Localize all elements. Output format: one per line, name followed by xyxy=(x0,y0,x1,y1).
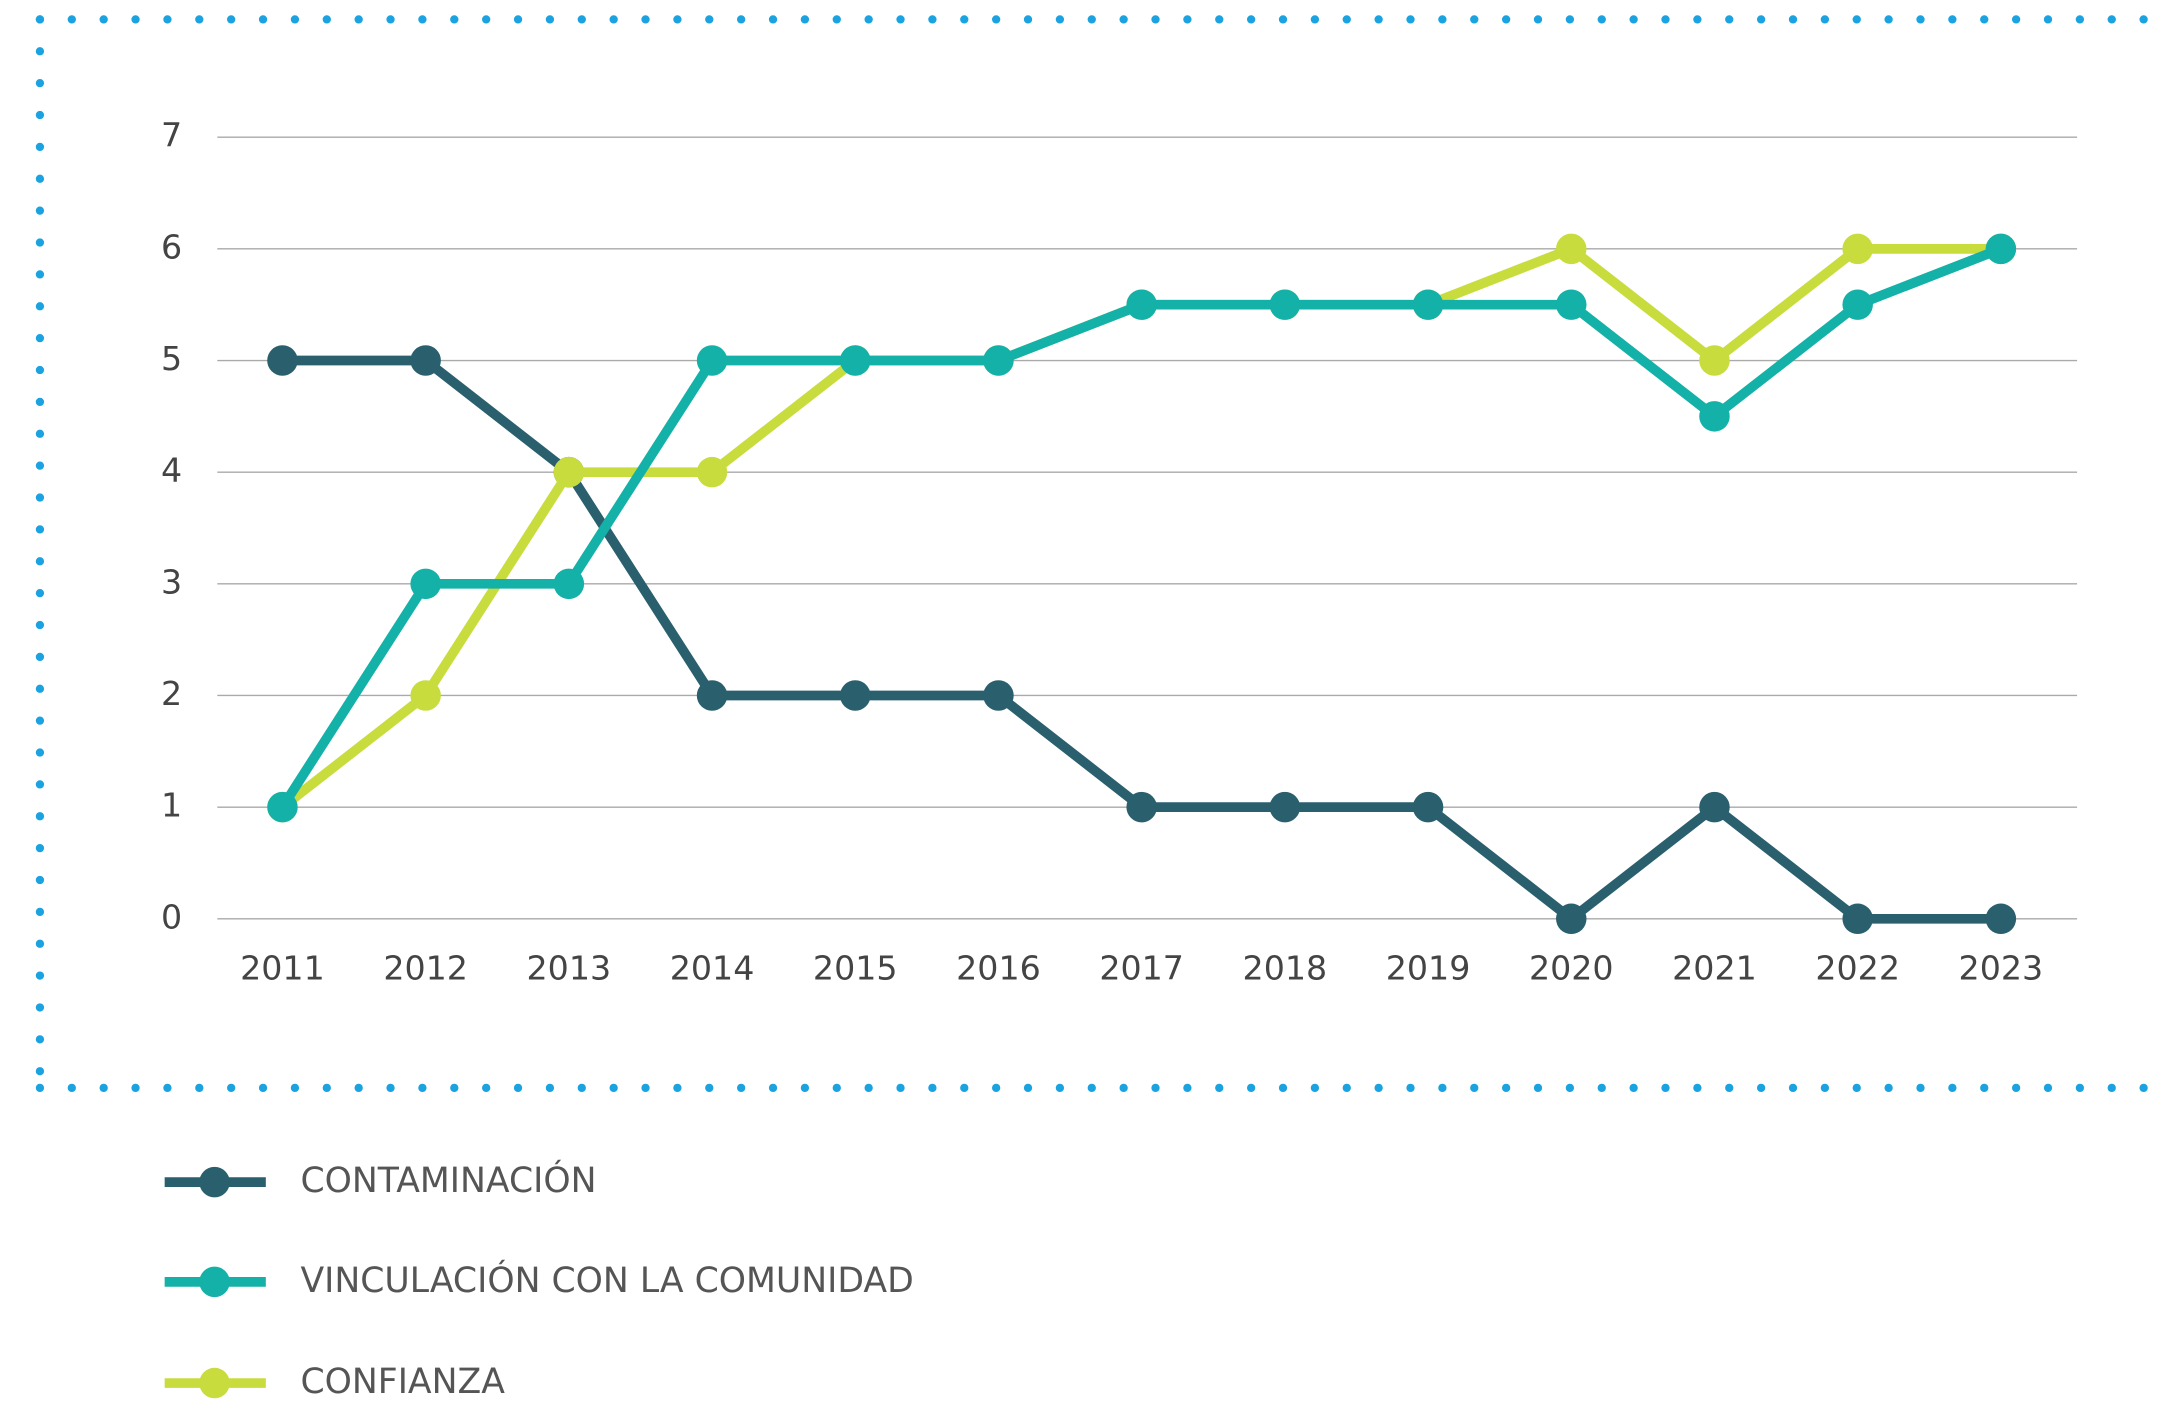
x-tick-label: 2013 xyxy=(527,949,612,988)
point xyxy=(553,456,585,488)
point xyxy=(1699,791,1730,823)
point xyxy=(1985,903,2017,935)
point xyxy=(840,680,871,711)
point xyxy=(1842,903,1873,935)
legend-swatch-dot xyxy=(199,1266,230,1298)
point xyxy=(1699,401,1730,432)
x-tick-label: 2023 xyxy=(1959,949,2044,988)
x-tick-label: 2014 xyxy=(670,949,755,988)
point xyxy=(696,680,728,711)
y-tick-label: 5 xyxy=(161,339,182,378)
series xyxy=(267,233,2017,823)
y-tick-label: 1 xyxy=(161,786,182,825)
series-line xyxy=(279,244,2001,811)
legend-swatch-dot xyxy=(199,1166,230,1198)
point xyxy=(410,568,441,600)
point xyxy=(267,345,298,376)
point xyxy=(1842,289,1873,320)
legend-label: CONTAMINACIÓN xyxy=(300,1159,596,1201)
point xyxy=(1985,233,2017,265)
legend-label: VINCULACIÓN CON LA COMUNIDAD xyxy=(300,1259,913,1301)
y-tick-label: 4 xyxy=(161,451,182,490)
point xyxy=(696,456,728,488)
y-tick-label: 6 xyxy=(161,227,182,266)
x-tick-label: 2019 xyxy=(1386,949,1471,988)
point xyxy=(840,345,871,376)
point xyxy=(1269,791,1301,823)
legend-label: CONFIANZA xyxy=(300,1362,505,1402)
x-tick-label: 2021 xyxy=(1672,949,1757,988)
point xyxy=(1556,289,1587,320)
point xyxy=(1556,903,1587,935)
series xyxy=(267,345,2017,935)
legend-swatch-dot xyxy=(199,1367,230,1399)
y-tick-label: 2 xyxy=(161,674,182,713)
point xyxy=(1126,791,1157,823)
point xyxy=(1699,345,1730,376)
point xyxy=(410,680,441,711)
y-tick-label: 3 xyxy=(161,562,182,601)
series xyxy=(267,233,2017,823)
x-tick-label: 2017 xyxy=(1099,949,1184,988)
point xyxy=(1126,289,1157,320)
x-tick-label: 2022 xyxy=(1815,949,1900,988)
series-line xyxy=(282,355,2001,924)
x-tick-label: 2012 xyxy=(383,949,468,988)
x-tick-label: 2020 xyxy=(1529,949,1614,988)
x-tick-label: 2015 xyxy=(813,949,898,988)
point xyxy=(983,680,1014,711)
x-tick-label: 2016 xyxy=(956,949,1041,988)
point xyxy=(1269,289,1301,320)
point xyxy=(696,345,728,376)
point xyxy=(1412,289,1444,320)
point xyxy=(1842,233,1873,265)
point xyxy=(1412,791,1444,823)
point xyxy=(553,568,585,600)
point xyxy=(267,791,298,823)
point xyxy=(410,345,441,376)
x-tick-label: 2018 xyxy=(1243,949,1328,988)
point xyxy=(1556,233,1587,265)
point xyxy=(983,345,1014,376)
y-tick-label: 0 xyxy=(161,897,182,936)
x-tick-label: 2011 xyxy=(240,949,325,988)
frame xyxy=(35,15,2178,1093)
y-tick-label: 7 xyxy=(161,116,182,155)
